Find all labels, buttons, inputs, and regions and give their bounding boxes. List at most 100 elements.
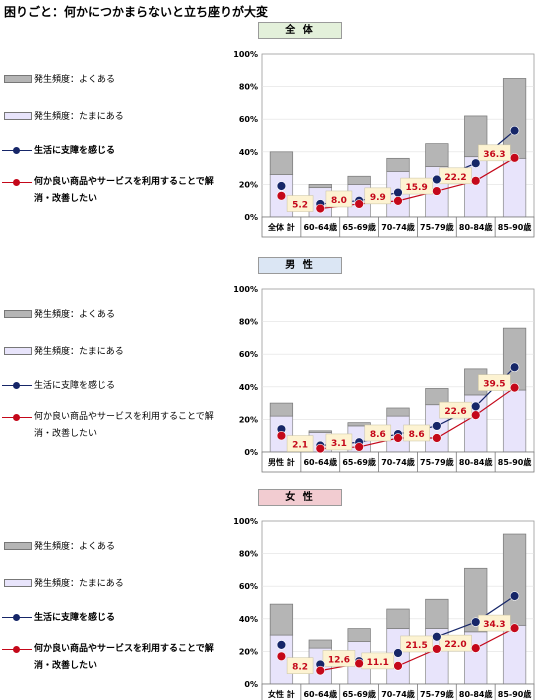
y-tick-label: 20%	[239, 415, 258, 424]
data-label: 3.1	[331, 439, 347, 449]
data-label-box	[403, 424, 430, 442]
legend-swatch	[0, 541, 34, 552]
y-tick-label: 80%	[239, 318, 258, 327]
legend-item: 生活に支障を感じる	[0, 612, 115, 624]
x-tick-label: 65-69歳	[342, 222, 376, 232]
data-label-box	[478, 374, 511, 391]
legend-label: 生活に支障を感じる	[34, 381, 116, 391]
legend-swatch	[0, 578, 34, 589]
legend-swatch	[0, 177, 34, 188]
x-tick-label: 85-90歳	[498, 222, 532, 232]
y-tick-label: 80%	[239, 83, 258, 92]
y-tick-label: 20%	[239, 180, 258, 189]
line-improve-marker	[393, 433, 403, 443]
legend-item: 発生頻度：たまにある	[0, 111, 124, 123]
chart-title: 女 性	[258, 489, 342, 506]
y-tick-label: 100%	[233, 285, 258, 294]
line-improve-marker	[315, 203, 325, 214]
x-tick-label: 70-74歳	[381, 457, 415, 467]
legend-item: 生活に支障を感じる	[0, 145, 115, 157]
y-tick-label: 40%	[239, 615, 258, 624]
x-tick-label: 60-64歳	[303, 457, 337, 467]
x-tick-label: 男性 計	[268, 457, 295, 467]
bar-often	[425, 143, 449, 167]
y-tick-label: 40%	[239, 148, 258, 157]
line-difficulty-marker	[471, 158, 481, 168]
data-label: 11.1	[367, 658, 389, 668]
x-tick-label: 80-84歳	[459, 457, 493, 467]
x-tick-label: 女性 計	[268, 689, 295, 699]
line-difficulty-marker	[276, 181, 287, 191]
line-improve-marker	[471, 176, 481, 186]
x-tick-label: 80-84歳	[459, 689, 493, 699]
line-improve-marker	[276, 431, 287, 441]
line-improve-marker	[509, 382, 520, 393]
bar-sometimes	[502, 157, 527, 218]
bar-often	[269, 402, 294, 417]
data-label: 2.1	[292, 441, 308, 451]
bar-often	[269, 151, 294, 175]
data-label: 21.5	[406, 641, 428, 651]
category-axis	[261, 451, 535, 473]
data-label: 22.0	[444, 640, 466, 650]
bar-often	[386, 407, 410, 417]
bar-often	[269, 603, 294, 636]
line-improve-marker	[315, 665, 325, 676]
bar-often	[386, 157, 410, 172]
bar-often	[308, 430, 332, 433]
x-tick-label: 60-64歳	[303, 689, 337, 699]
data-label-box	[364, 187, 392, 205]
line-improve-marker	[432, 644, 442, 654]
data-label-box	[439, 634, 472, 652]
line-improve-marker	[432, 186, 442, 196]
x-tick-label: 全体 計	[267, 222, 295, 232]
y-tick-label: 60%	[239, 582, 258, 591]
chart-title: 全 体	[258, 22, 342, 39]
legend-swatch	[0, 309, 34, 320]
data-label-box	[286, 657, 314, 674]
data-label: 22.2	[444, 173, 466, 183]
bar-often	[347, 628, 371, 642]
line-difficulty-marker	[509, 591, 520, 601]
bar-often	[347, 175, 371, 185]
chart-title: 男 性	[258, 257, 342, 274]
legend-label: 何か良い商品やサービスを利用することで解消・改善したい	[34, 644, 214, 671]
legend-item: 何か良い商品やサービスを利用することで解消・改善したい	[0, 644, 214, 675]
data-label: 8.2	[292, 663, 308, 673]
line-improve-marker	[276, 651, 287, 661]
y-tick-label: 0%	[244, 680, 258, 689]
legend-item: 発生頻度：よくある	[0, 74, 115, 86]
data-label: 34.3	[483, 620, 505, 630]
legend-label: 発生頻度：たまにある	[34, 347, 124, 357]
data-label-box	[400, 635, 433, 653]
line-improve-marker	[393, 196, 403, 206]
x-tick-label: 70-74歳	[381, 689, 415, 699]
x-tick-label: 65-69歳	[342, 689, 376, 699]
legend-swatch	[0, 612, 34, 623]
bar-often	[425, 598, 449, 629]
line-improve-marker	[509, 153, 520, 163]
data-label-box	[439, 401, 472, 419]
legend-label: 何か良い商品やサービスを利用することで解消・改善したい	[34, 177, 214, 204]
legend-item: 発生頻度：よくある	[0, 541, 115, 553]
line-difficulty-marker	[393, 187, 403, 198]
bar-often	[386, 608, 410, 629]
y-tick-label: 20%	[239, 647, 258, 656]
y-tick-label: 60%	[239, 115, 258, 124]
data-label: 36.3	[483, 150, 505, 160]
legend-swatch	[0, 644, 34, 655]
line-difficulty-marker	[432, 174, 442, 185]
legend-item: 発生頻度：たまにある	[0, 578, 124, 590]
data-label: 8.6	[409, 430, 425, 440]
data-label-box	[325, 433, 353, 451]
line-improve	[320, 157, 515, 210]
line-improve-marker	[393, 661, 403, 671]
line-difficulty-marker	[432, 632, 442, 642]
bar-sometimes	[502, 624, 527, 685]
line-difficulty-marker	[471, 401, 481, 412]
legend-swatch	[0, 346, 34, 357]
legend-label: 生活に支障を感じる	[34, 613, 116, 623]
data-label-box	[286, 195, 314, 212]
line-improve-marker	[471, 643, 481, 653]
data-label-box	[286, 435, 314, 452]
